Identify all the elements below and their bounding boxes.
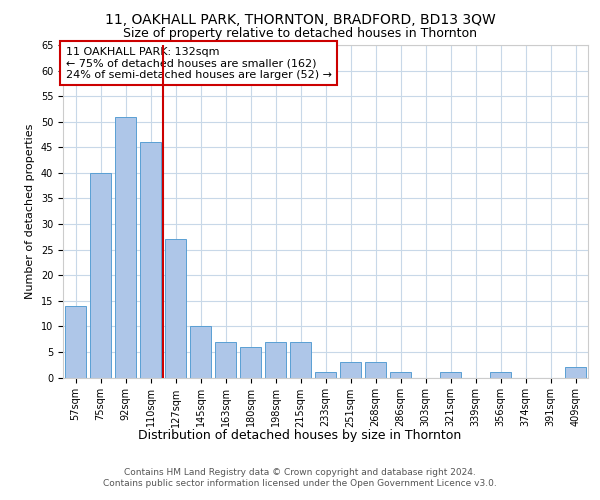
Bar [115,116,136,378]
Bar [265,342,286,378]
Bar [215,342,236,378]
Bar [340,362,361,378]
Text: 11 OAKHALL PARK: 132sqm
← 75% of detached houses are smaller (162)
24% of semi-d: 11 OAKHALL PARK: 132sqm ← 75% of detache… [65,46,332,80]
Bar [190,326,211,378]
Text: Contains HM Land Registry data © Crown copyright and database right 2024.
Contai: Contains HM Land Registry data © Crown c… [103,468,497,487]
Bar [440,372,461,378]
Bar [490,372,511,378]
Text: Distribution of detached houses by size in Thornton: Distribution of detached houses by size … [139,428,461,442]
Text: Size of property relative to detached houses in Thornton: Size of property relative to detached ho… [123,28,477,40]
Bar [140,142,161,378]
Bar [290,342,311,378]
Bar [65,306,86,378]
Bar [390,372,411,378]
Bar [240,347,261,378]
Bar [315,372,336,378]
Bar [365,362,386,378]
Bar [565,368,586,378]
Y-axis label: Number of detached properties: Number of detached properties [25,124,35,299]
Bar [90,173,111,378]
Text: 11, OAKHALL PARK, THORNTON, BRADFORD, BD13 3QW: 11, OAKHALL PARK, THORNTON, BRADFORD, BD… [104,12,496,26]
Bar [165,240,186,378]
